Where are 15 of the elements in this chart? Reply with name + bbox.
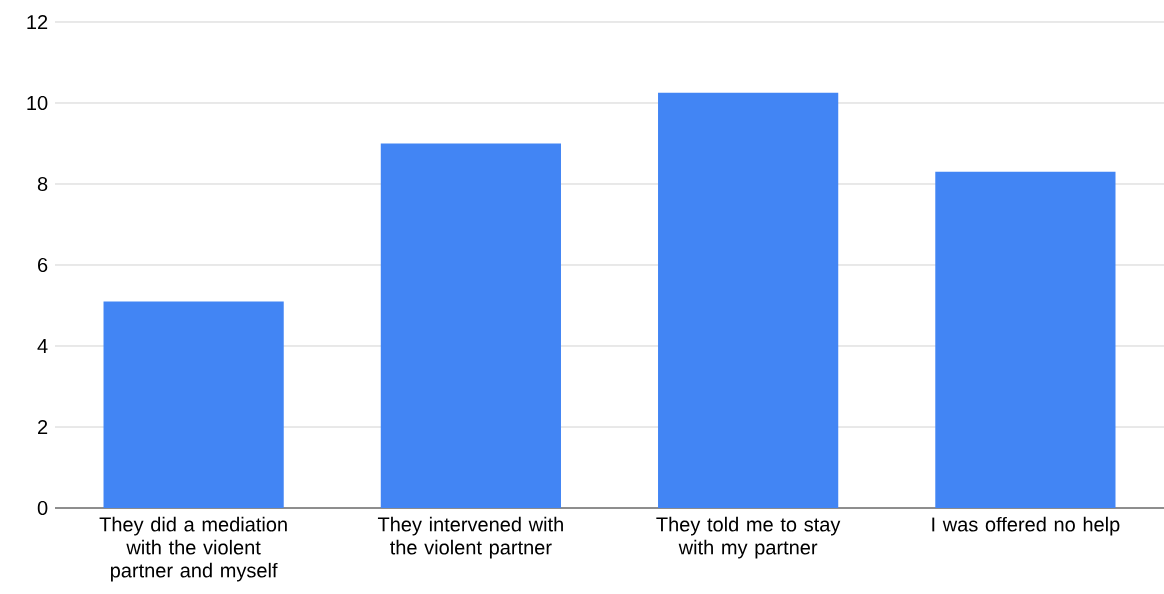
- bar: [103, 301, 284, 508]
- x-tick-label: They did a mediation with the violent partner and myself: [99, 516, 287, 582]
- x-tick-label: They intervened with the violent partner: [377, 516, 563, 559]
- bar: [380, 143, 561, 508]
- y-tick-label: 12: [27, 15, 48, 29]
- y-tick-label: 4: [37, 339, 48, 353]
- y-tick-label: 10: [27, 95, 48, 111]
- y-tick-label: 6: [38, 257, 48, 273]
- x-tick-label: I was offered no help: [932, 516, 1120, 536]
- y-tick-label: 8: [37, 176, 48, 192]
- bar: [935, 171, 1116, 508]
- y-tick-label: 0: [37, 500, 48, 516]
- x-tick-label: They told me to stay with my partner: [656, 516, 841, 559]
- y-tick-label: 2: [38, 420, 48, 434]
- bar: [658, 92, 839, 508]
